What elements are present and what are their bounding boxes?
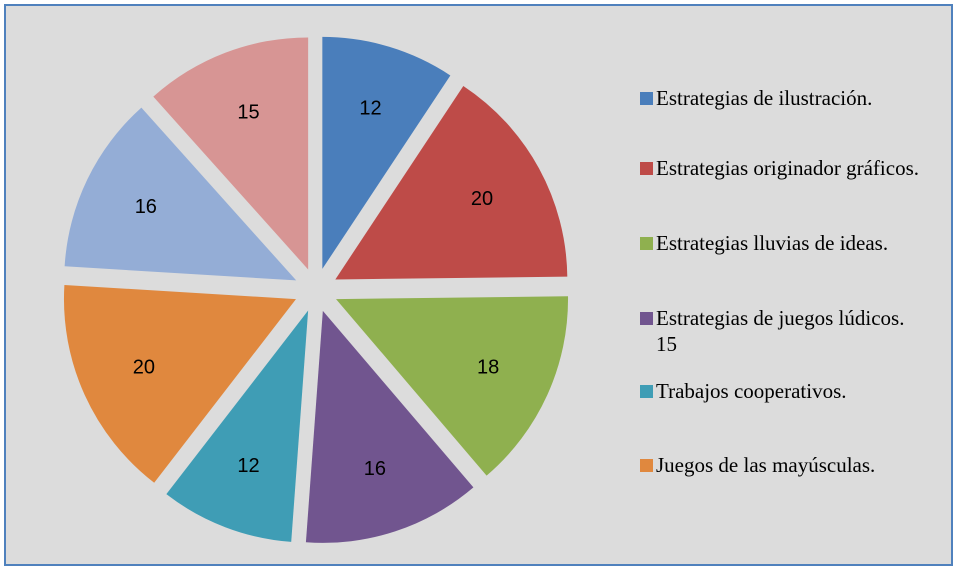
pie-slice bbox=[64, 107, 297, 281]
pie-slice bbox=[305, 310, 474, 543]
data-label: 12 bbox=[359, 97, 381, 119]
legend-swatch bbox=[640, 92, 653, 105]
pie-slice bbox=[335, 85, 568, 280]
legend-label: Juegos de las mayúsculas. bbox=[656, 453, 876, 477]
pie-slice bbox=[166, 310, 309, 542]
legend-swatch bbox=[640, 385, 653, 398]
legend-swatch bbox=[640, 312, 653, 325]
data-label: 20 bbox=[471, 188, 493, 210]
pie-slice bbox=[63, 284, 296, 483]
legend-label: Estrategias de ilustración. bbox=[656, 86, 873, 110]
legend-swatch bbox=[640, 459, 653, 472]
legend-swatch bbox=[640, 237, 653, 250]
data-label: 15 bbox=[237, 102, 259, 124]
legend-swatch bbox=[640, 162, 653, 175]
legend-label: Estrategias lluvias de ideas. bbox=[656, 231, 889, 255]
legend-label: Estrategias originador gráficos. bbox=[656, 156, 919, 180]
data-label: 12 bbox=[237, 455, 259, 477]
pie-slice bbox=[336, 296, 569, 476]
pie-slice bbox=[322, 36, 451, 269]
data-label: 18 bbox=[477, 356, 499, 378]
data-label: 16 bbox=[135, 196, 157, 218]
data-label: 16 bbox=[364, 458, 386, 480]
pie-slice bbox=[153, 37, 309, 270]
data-label: 20 bbox=[133, 356, 155, 378]
legend-label: Estrategias de juegos lúdicos. 15 bbox=[656, 306, 926, 356]
legend-label: Trabajos cooperativos. bbox=[656, 379, 847, 403]
